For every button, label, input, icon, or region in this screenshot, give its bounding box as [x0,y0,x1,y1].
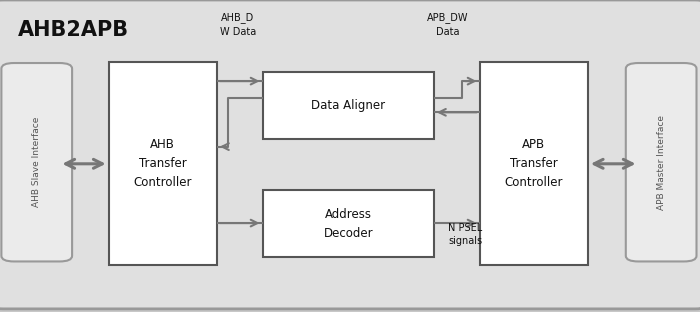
Text: APB_DW
Data: APB_DW Data [427,12,469,37]
Text: Address
Decoder: Address Decoder [323,208,373,240]
Text: AHB
Transfer
Controller: AHB Transfer Controller [134,138,192,189]
FancyBboxPatch shape [108,62,217,265]
Text: APB Master Interface: APB Master Interface [657,115,666,210]
FancyBboxPatch shape [626,63,696,261]
FancyBboxPatch shape [1,63,72,261]
Text: N PSEL
signals: N PSEL signals [448,223,482,246]
Text: Data Aligner: Data Aligner [312,99,385,112]
FancyBboxPatch shape [262,72,434,139]
FancyBboxPatch shape [480,62,588,265]
Text: AHB_D
W Data: AHB_D W Data [220,12,256,37]
Text: AHB2APB: AHB2APB [18,20,129,40]
Text: AHB Slave Interface: AHB Slave Interface [32,117,41,207]
Text: APB
Transfer
Controller: APB Transfer Controller [505,138,563,189]
FancyBboxPatch shape [262,190,434,257]
